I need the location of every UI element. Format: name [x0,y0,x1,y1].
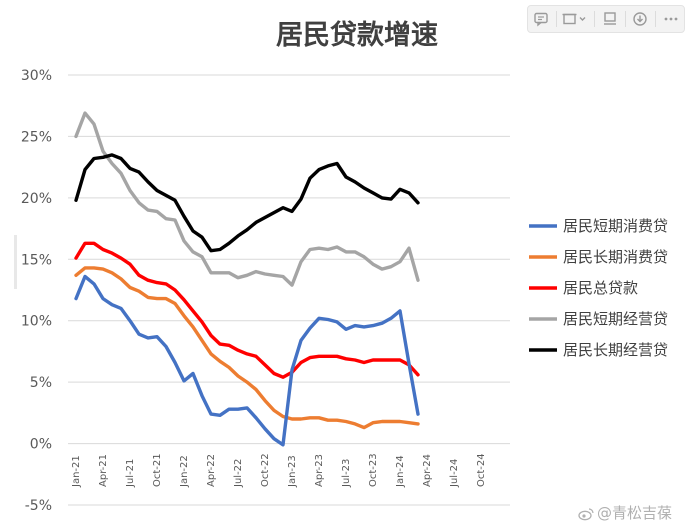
screen-icon [603,12,616,25]
chart-title: 居民贷款增速 [276,19,438,51]
series-line-3 [74,241,420,379]
legend-label: 居民短期经营贷 [563,310,668,328]
edge-marker [14,235,17,289]
x-tick-label: Jan-23 [287,455,298,488]
more-button[interactable] [660,9,682,29]
comment-icon [534,12,548,27]
x-tick-label: Apr-23 [314,454,325,487]
x-tick-label: Jul-23 [341,459,352,488]
y-tick-label: 0% [30,437,52,453]
y-axis-ticks: -5% 0% 5% 10% 15% 20% 25% 30% [21,68,52,514]
download-button[interactable] [629,9,651,29]
comment-button[interactable] [530,9,552,29]
toolbar-separator [655,11,657,27]
y-tick-label: 5% [30,375,52,391]
series-lines [74,111,420,447]
y-tick-label: 15% [21,252,52,268]
x-tick-label: Oct-21 [152,453,163,487]
y-tick-label: 25% [21,129,52,145]
x-tick-label: Jul-21 [125,459,136,488]
watermark-text: @青松吉葆 [597,504,673,522]
toolbar-separator [624,11,626,27]
viewer-toolbar [527,5,685,33]
download-icon [633,12,648,26]
x-tick-label: Oct-23 [368,453,379,487]
series-line-4 [74,111,420,287]
x-tick-label: Jan-24 [395,455,406,488]
x-tick-label: Apr-24 [422,454,433,487]
series-line-2 [74,266,420,430]
toolbar-separator [555,11,557,27]
series-line-5 [74,153,420,253]
legend-label: 居民总贷款 [563,279,638,297]
x-axis-ticks: Jan-21 Apr-21 Jul-21 Oct-21 Jan-22 Apr-22 Jul-… [71,453,487,488]
y-tick-label: 30% [21,68,52,84]
x-tick-label: Apr-21 [98,454,109,487]
x-tick-label: Apr-22 [206,454,217,487]
more-icon [664,17,678,21]
x-tick-label: Oct-24 [476,453,487,487]
toolbar-separator [594,11,596,27]
series-line-1 [74,274,420,447]
legend-label: 居民长期经营贷 [563,341,668,359]
weibo-icon [578,507,594,520]
watermark: @青松吉葆 [578,502,672,523]
x-tick-label: Jul-22 [233,459,244,488]
legend-label: 居民长期消费贷 [563,248,668,266]
y-tick-label: 20% [21,191,52,207]
y-tick-label: -5% [25,498,52,514]
frame-icon [562,13,586,25]
x-tick-label: Jan-21 [71,455,82,488]
x-tick-label: Jan-22 [179,455,190,488]
legend-label: 居民短期消费贷 [563,217,668,235]
frame-button[interactable] [560,9,590,29]
x-tick-label: Oct-22 [260,453,271,487]
screen-button[interactable] [599,9,621,29]
y-tick-label: 10% [21,314,52,330]
x-tick-label: Jul-24 [449,459,460,488]
